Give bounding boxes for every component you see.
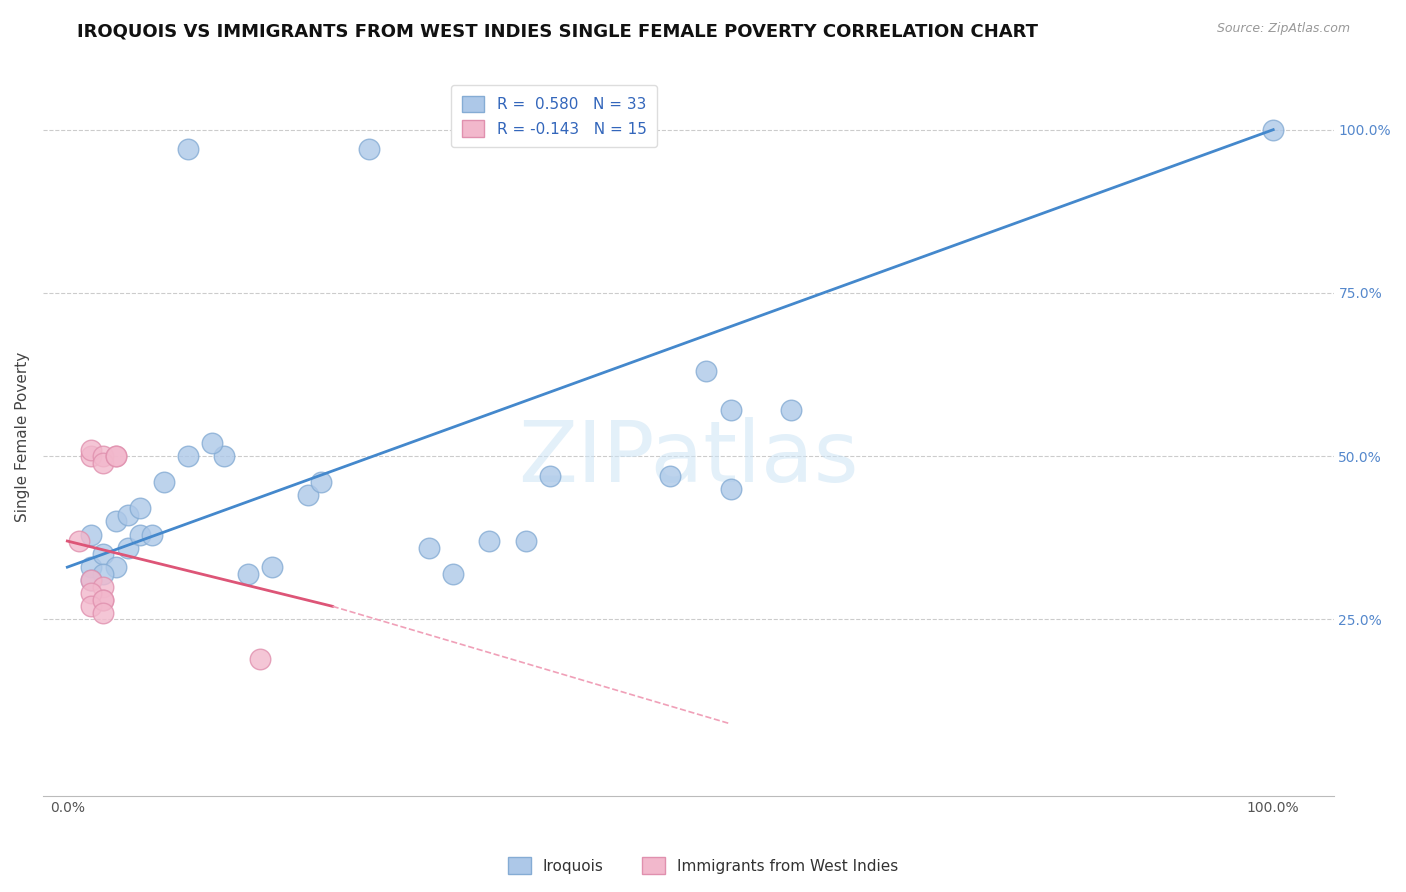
Point	[212, 449, 235, 463]
Point	[238, 566, 260, 581]
Point	[93, 456, 115, 470]
Point	[152, 475, 174, 490]
Point	[80, 573, 103, 587]
Point	[80, 449, 103, 463]
Point	[93, 449, 115, 463]
Point	[80, 586, 103, 600]
Point	[297, 488, 319, 502]
Point	[357, 142, 380, 156]
Point	[93, 592, 115, 607]
Point	[104, 560, 127, 574]
Point	[418, 541, 440, 555]
Point	[117, 541, 139, 555]
Point	[249, 651, 271, 665]
Point	[93, 547, 115, 561]
Point	[538, 468, 561, 483]
Point	[309, 475, 332, 490]
Point	[67, 534, 90, 549]
Point	[117, 508, 139, 522]
Text: ZIPatlas: ZIPatlas	[517, 417, 859, 500]
Point	[141, 527, 163, 541]
Point	[659, 468, 682, 483]
Point	[104, 449, 127, 463]
Point	[478, 534, 501, 549]
Point	[720, 482, 742, 496]
Point	[515, 534, 537, 549]
Point	[128, 527, 150, 541]
Text: IROQUOIS VS IMMIGRANTS FROM WEST INDIES SINGLE FEMALE POVERTY CORRELATION CHART: IROQUOIS VS IMMIGRANTS FROM WEST INDIES …	[77, 22, 1038, 40]
Point	[93, 592, 115, 607]
Point	[80, 442, 103, 457]
Point	[93, 566, 115, 581]
Point	[779, 403, 801, 417]
Point	[80, 560, 103, 574]
Point	[201, 436, 224, 450]
Point	[720, 403, 742, 417]
Legend: Iroquois, Immigrants from West Indies: Iroquois, Immigrants from West Indies	[502, 851, 904, 880]
Point	[93, 580, 115, 594]
Point	[80, 573, 103, 587]
Point	[177, 142, 200, 156]
Point	[1263, 122, 1285, 136]
Point	[177, 449, 200, 463]
Y-axis label: Single Female Poverty: Single Female Poverty	[15, 351, 30, 522]
Point	[104, 515, 127, 529]
Point	[80, 527, 103, 541]
Point	[695, 364, 717, 378]
Point	[93, 606, 115, 620]
Point	[104, 449, 127, 463]
Text: Source: ZipAtlas.com: Source: ZipAtlas.com	[1216, 22, 1350, 36]
Point	[441, 566, 464, 581]
Point	[128, 501, 150, 516]
Legend: R =  0.580   N = 33, R = -0.143   N = 15: R = 0.580 N = 33, R = -0.143 N = 15	[451, 85, 657, 147]
Point	[80, 599, 103, 614]
Point	[262, 560, 284, 574]
